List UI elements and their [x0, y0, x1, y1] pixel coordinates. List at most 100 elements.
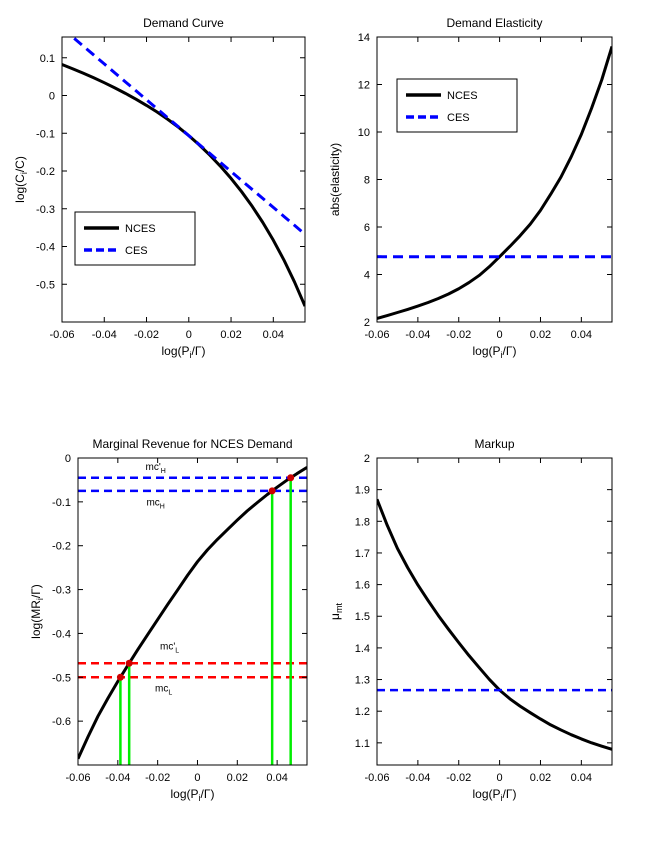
demand-curve-ces-curve — [70, 37, 305, 236]
y-tick-label: 6 — [364, 222, 370, 234]
x-tick-label: -0.02 — [145, 772, 170, 784]
y-tick-label: 1.8 — [355, 516, 370, 528]
marginal-revenue-axes-box — [77, 457, 308, 766]
legend-label-nces: NCES — [447, 90, 478, 102]
marginal-revenue-title: Marginal Revenue for NCES Demand — [92, 437, 292, 451]
y-tick-label: -0.5 — [36, 279, 55, 291]
marginal-revenue-subplot: mc'H mcH mc'L mcL -0.06 -0.04 -0.02 0 0.02 0.04 0 -… — [29, 437, 308, 803]
x-tick-label: 0.02 — [530, 772, 551, 784]
y-tick-label: -0.3 — [36, 204, 55, 216]
y-tick-label: 0 — [65, 453, 71, 465]
x-tick-label: -0.04 — [105, 772, 130, 784]
y-tick-label: -0.1 — [36, 128, 55, 140]
legend-label-ces: CES — [125, 245, 148, 257]
markup-xlabel: log(Pi/Γ) — [473, 787, 517, 803]
demand-curve-title: Demand Curve — [143, 16, 224, 30]
legend-label-nces: NCES — [125, 223, 156, 235]
x-tick-label: -0.06 — [65, 772, 90, 784]
marginal-revenue-marker-3 — [287, 474, 295, 482]
x-tick-label: -0.06 — [49, 329, 74, 341]
markup-title: Markup — [474, 437, 514, 451]
x-tick-label: -0.02 — [446, 772, 471, 784]
marginal-revenue-marker-1 — [125, 659, 133, 667]
demand-curve-xlabel: log(Pi/Γ) — [162, 344, 206, 360]
markup-plot-area — [377, 498, 612, 751]
demand-elasticity-ylabel: abs(elasticity) — [328, 143, 342, 216]
x-tick-label: -0.06 — [364, 329, 389, 341]
demand-elasticity-xlabel: log(Pi/Γ) — [473, 344, 517, 360]
marginal-revenue-xlabel: log(Pi/Γ) — [171, 787, 215, 803]
y-tick-label: 4 — [364, 270, 370, 282]
y-tick-label: 2 — [364, 453, 370, 465]
y-tick-label: 1.4 — [355, 643, 370, 655]
x-tick-label: 0 — [497, 329, 503, 341]
marginal-revenue-marker-0 — [116, 673, 124, 681]
demand-elasticity-plot-area — [377, 46, 612, 320]
y-tick-label: -0.2 — [36, 166, 55, 178]
marginal-revenue-annotation-1: mcH — [146, 497, 164, 510]
y-tick-label: -0.3 — [52, 585, 71, 597]
y-tick-label: -0.4 — [36, 242, 55, 254]
y-tick-label: 1.1 — [355, 738, 370, 750]
x-tick-label: 0.04 — [571, 329, 592, 341]
marginal-revenue-marker-2 — [268, 487, 276, 495]
y-tick-label: -0.5 — [52, 672, 71, 684]
y-tick-label: 1.5 — [355, 611, 370, 623]
y-tick-label: 1.2 — [355, 706, 370, 718]
y-tick-label: 0.1 — [40, 53, 55, 65]
y-tick-label: -0.6 — [52, 716, 71, 728]
demand-curve-subplot: -0.06 -0.04 -0.02 0 0.02 0.04 0.1 0 -0.1 -0.2 -0.3… — [13, 16, 306, 360]
y-tick-label: 1.3 — [355, 675, 370, 687]
x-tick-label: 0.04 — [263, 329, 284, 341]
x-tick-label: 0.04 — [571, 772, 592, 784]
demand-curve-legend: NCES CES — [74, 211, 196, 266]
x-tick-label: 0 — [194, 772, 200, 784]
x-tick-label: -0.04 — [405, 329, 430, 341]
demand-curve-ylabel: log(Ci/C) — [13, 156, 29, 203]
marginal-revenue-annotation-3: mcL — [155, 683, 172, 696]
markup-axes-box — [376, 457, 613, 766]
x-tick-label: 0.02 — [220, 329, 241, 341]
markup-nces-curve — [377, 498, 612, 751]
marginal-revenue-annotation-2: mc'L — [160, 642, 179, 655]
y-tick-label: 8 — [364, 175, 370, 187]
x-tick-label: -0.02 — [446, 329, 471, 341]
demand-elasticity-legend: NCES CES — [396, 78, 518, 133]
legend-box — [74, 211, 196, 266]
x-tick-label: 0 — [186, 329, 192, 341]
x-tick-label: -0.04 — [92, 329, 117, 341]
demand-curve-nces-curve — [62, 63, 305, 307]
x-tick-label: -0.02 — [134, 329, 159, 341]
marginal-revenue-plot-area: mc'H mcH mc'L mcL — [78, 462, 307, 765]
y-tick-label: 1.9 — [355, 485, 370, 497]
marginal-revenue-nces-curve — [78, 466, 307, 760]
x-tick-label: -0.04 — [405, 772, 430, 784]
x-tick-label: -0.06 — [364, 772, 389, 784]
x-tick-label: 0.04 — [266, 772, 287, 784]
y-tick-label: -0.1 — [52, 497, 71, 509]
marginal-revenue-annotation-0: mc'H — [146, 462, 166, 475]
y-tick-label: 1.7 — [355, 548, 370, 560]
y-tick-label: 0 — [49, 91, 55, 103]
x-tick-label: 0.02 — [530, 329, 551, 341]
legend-box — [396, 78, 518, 133]
demand-elasticity-subplot: -0.06 -0.04 -0.02 0 0.02 0.04 2 4 6 8 10 12 14 Demand… — [328, 16, 613, 360]
y-tick-label: -0.4 — [52, 628, 71, 640]
x-tick-label: 0 — [497, 772, 503, 784]
demand-elasticity-nces-curve — [377, 46, 612, 320]
demand-elasticity-title: Demand Elasticity — [446, 16, 542, 30]
y-tick-label: 10 — [358, 127, 370, 139]
markup-ylabel: μmt — [328, 603, 344, 620]
x-tick-label: 0.02 — [227, 772, 248, 784]
marginal-revenue-ylabel: log(MRi/Γ) — [29, 584, 45, 639]
y-tick-label: 12 — [358, 80, 370, 92]
demand-curve-axes-box — [61, 36, 306, 323]
y-tick-label: 1.6 — [355, 580, 370, 592]
markup-subplot: -0.06 -0.04 -0.02 0 0.02 0.04 1.1 1.2 1.3 1.4 1.5 1… — [328, 437, 613, 803]
y-tick-label: 2 — [364, 317, 370, 329]
y-tick-label: -0.2 — [52, 541, 71, 553]
demand-curve-plot-area — [62, 37, 305, 307]
legend-label-ces: CES — [447, 112, 470, 124]
